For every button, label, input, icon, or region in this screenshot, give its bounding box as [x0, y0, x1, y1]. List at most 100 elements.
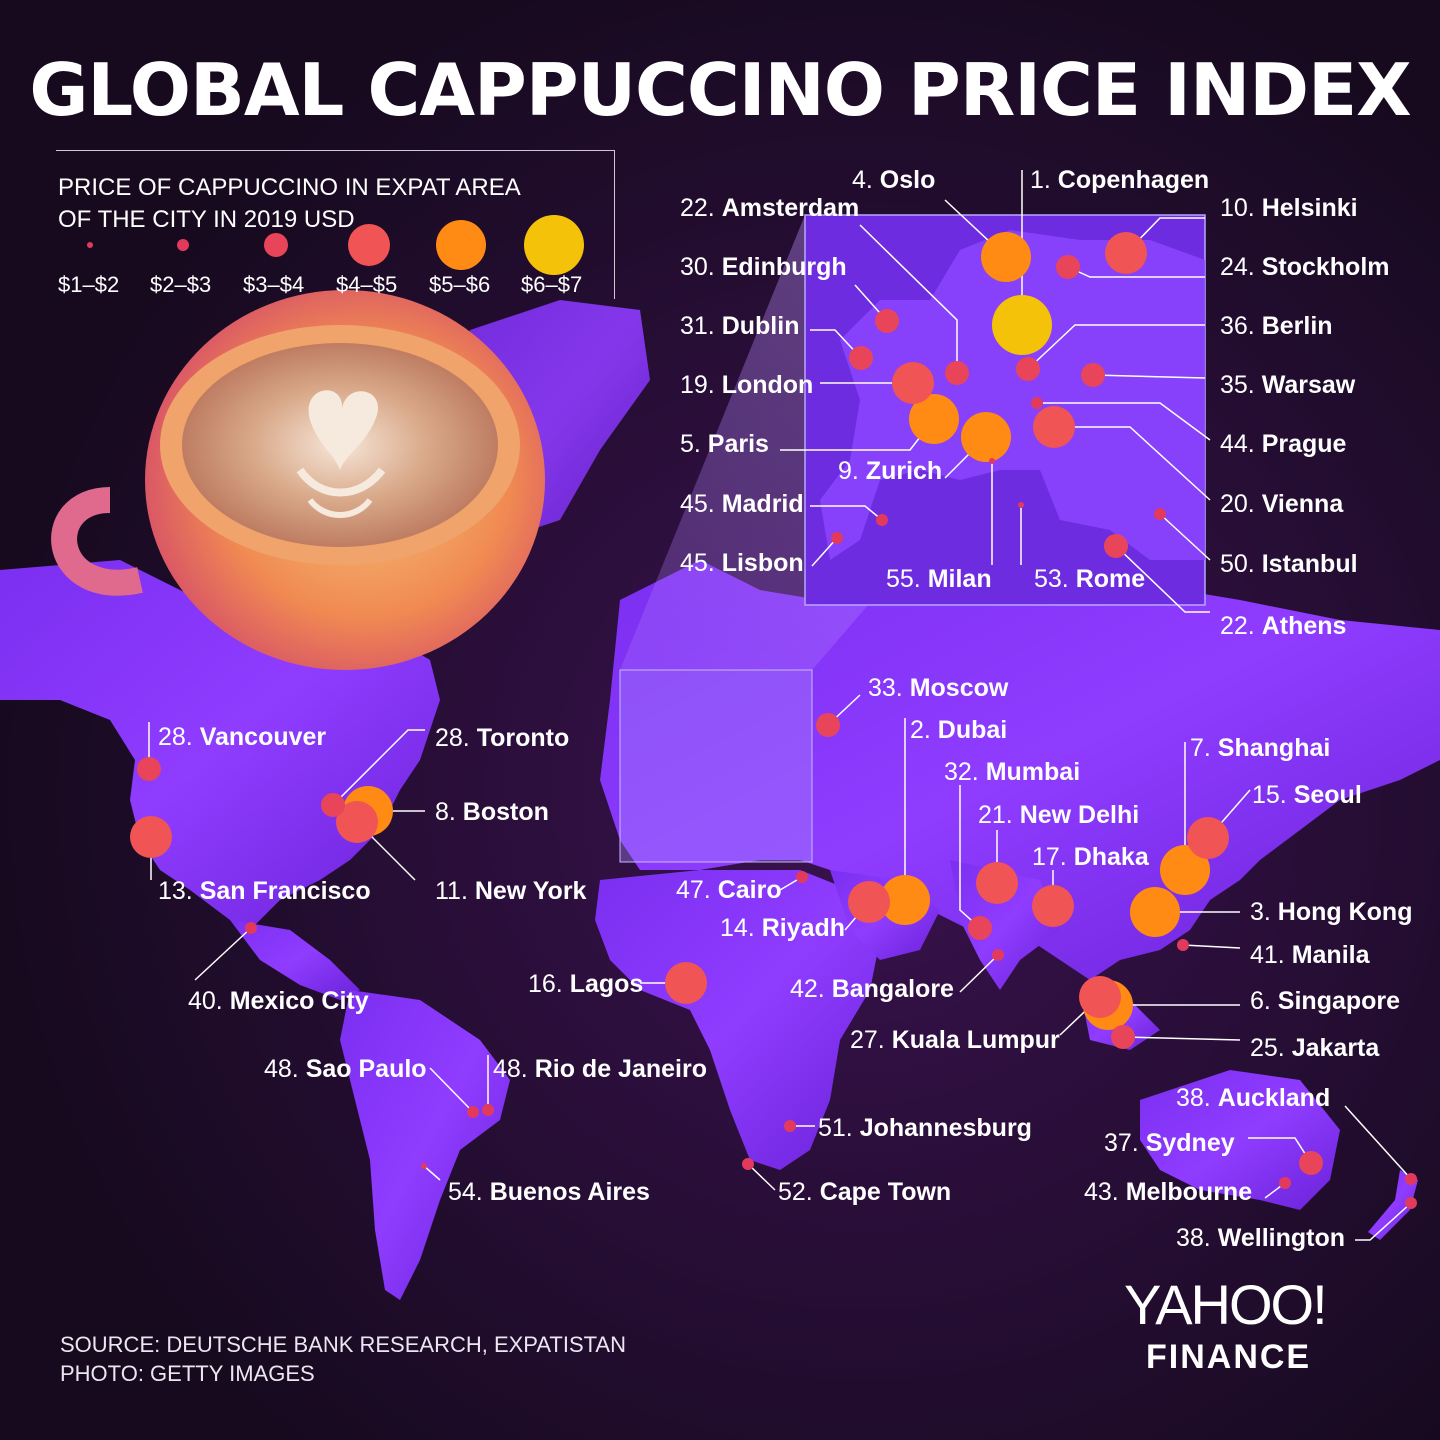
- city-label-stockholm: 24. Stockholm: [1220, 253, 1390, 281]
- city-name: Singapore: [1278, 987, 1400, 1015]
- city-label-hong-kong: 3. Hong Kong: [1250, 898, 1412, 926]
- city-name: Johannesburg: [860, 1114, 1032, 1142]
- city-label-dubai: 2. Dubai: [910, 716, 1007, 744]
- inset-land: [820, 230, 1205, 560]
- city-label-shanghai: 7. Shanghai: [1190, 734, 1330, 762]
- city-rank: 6.: [1250, 987, 1278, 1015]
- city-label-prague: 44. Prague: [1220, 430, 1347, 458]
- city-label-zurich: 9. Zurich: [838, 457, 942, 485]
- city-name: Madrid: [722, 490, 804, 518]
- photo-credit: PHOTO: GETTY IMAGES: [60, 1361, 315, 1386]
- city-name: Shanghai: [1218, 734, 1331, 762]
- city-rank: 55.: [886, 565, 928, 593]
- city-bubble-toronto: [321, 793, 345, 817]
- city-name: Mexico City: [230, 987, 369, 1015]
- city-bubble-san-francisco: [130, 816, 172, 858]
- leader-line-auckland: [1344, 1105, 1412, 1180]
- city-label-new-delhi: 21. New Delhi: [978, 801, 1139, 829]
- city-rank: 38.: [1176, 1084, 1218, 1112]
- city-label-dhaka: 17. Dhaka: [1032, 843, 1150, 871]
- city-name: Sydney: [1146, 1129, 1235, 1157]
- city-label-mumbai: 32. Mumbai: [944, 758, 1080, 786]
- city-bubble-rome: [1018, 502, 1024, 508]
- city-bubble-mexico-city: [245, 922, 257, 934]
- city-label-rome: 53. Rome: [1034, 565, 1145, 593]
- city-bubble-vienna: [1033, 406, 1075, 448]
- city-rank: 1.: [1030, 166, 1058, 194]
- city-bubble-kuala-lumpur: [1079, 976, 1121, 1018]
- city-label-edinburgh: 30. Edinburgh: [680, 253, 847, 281]
- city-rank: 7.: [1190, 734, 1218, 762]
- city-bubble-shanghai: [1160, 845, 1210, 895]
- city-label-toronto: 28. Toronto: [435, 724, 569, 752]
- city-bubble-wellington: [1405, 1197, 1417, 1209]
- city-bubble-bangalore: [992, 949, 1004, 961]
- city-label-amsterdam: 22. Amsterdam: [680, 194, 859, 222]
- city-bubble-buenos-aires: [421, 1163, 427, 1169]
- legend-dot-1: [87, 242, 93, 248]
- city-rank: 22.: [680, 194, 722, 222]
- city-name: Toronto: [477, 724, 570, 752]
- city-label-singapore: 6. Singapore: [1250, 987, 1400, 1015]
- city-label-cairo: 47. Cairo: [676, 876, 782, 904]
- legend-dot-2: [177, 239, 189, 251]
- city-bubble-lagos: [665, 962, 707, 1004]
- city-name: Hong Kong: [1278, 898, 1413, 926]
- city-label-warsaw: 35. Warsaw: [1220, 371, 1356, 399]
- page-title: GLOBAL CAPPUCCINO PRICE INDEX: [29, 48, 1411, 132]
- source-credit: SOURCE: DEUTSCHE BANK RESEARCH, EXPATIST…: [60, 1332, 626, 1357]
- city-rank: 53.: [1034, 565, 1076, 593]
- legend-label-6: $6–$7: [521, 272, 583, 297]
- leader-line-amsterdam: [859, 224, 958, 373]
- city-bubble-cape-town: [742, 1158, 754, 1170]
- city-bubble-johannesburg: [784, 1120, 796, 1132]
- city-rank: 3.: [1250, 898, 1278, 926]
- city-bubble-amsterdam: [945, 361, 969, 385]
- legend-frame: [56, 150, 615, 299]
- landmass-africa: [595, 870, 880, 1170]
- legend-dot-5: [436, 220, 486, 270]
- city-label-jakarta: 25. Jakarta: [1250, 1034, 1380, 1062]
- legend-label-1: $1–$2: [58, 272, 120, 297]
- city-name: Copenhagen: [1058, 166, 1209, 194]
- city-rank: 16.: [528, 970, 570, 998]
- city-bubble-rio-de-janeiro: [482, 1104, 494, 1116]
- leader-line-jakarta: [1122, 1036, 1241, 1041]
- europe-highlight-box: [619, 669, 813, 863]
- city-bubble-helsinki: [1105, 232, 1147, 274]
- city-rank: 20.: [1220, 490, 1262, 518]
- city-label-rio-de-janeiro: 48. Rio de Janeiro: [493, 1055, 707, 1083]
- city-rank: 54.: [448, 1178, 490, 1206]
- legend-title: PRICE OF CAPPUCCINO IN EXPAT AREA OF THE…: [58, 172, 521, 236]
- city-name: Milan: [928, 565, 992, 593]
- city-name: New Delhi: [1020, 801, 1139, 829]
- city-bubble-athens: [1104, 534, 1128, 558]
- city-rank: 21.: [978, 801, 1020, 829]
- city-rank: 5.: [680, 430, 708, 458]
- city-rank: 8.: [435, 798, 463, 826]
- city-rank: 45.: [680, 490, 722, 518]
- city-label-vancouver: 28. Vancouver: [158, 723, 326, 751]
- city-name: Vienna: [1262, 490, 1345, 518]
- city-rank: 37.: [1104, 1129, 1146, 1157]
- city-name: Stockholm: [1262, 253, 1390, 281]
- city-rank: 2.: [910, 716, 938, 744]
- legend-dot-6: [524, 215, 584, 275]
- city-rank: 42.: [790, 975, 832, 1003]
- city-bubble-lisbon: [831, 532, 843, 544]
- city-label-auckland: 38. Auckland: [1176, 1084, 1330, 1112]
- city-name: Paris: [708, 430, 769, 458]
- legend-dots: [87, 215, 584, 275]
- legend-dot-3: [264, 233, 288, 257]
- leader-line-vienna: [1054, 426, 1211, 501]
- city-bubble-copenhagen: [992, 295, 1052, 355]
- city-name: Wellington: [1218, 1224, 1345, 1252]
- city-name: Helsinki: [1262, 194, 1358, 222]
- leader-line-sao-paulo: [429, 1067, 474, 1113]
- leader-line-istanbul: [1159, 513, 1211, 561]
- city-bubble-milan: [989, 458, 995, 464]
- city-name: Mumbai: [986, 758, 1080, 786]
- city-rank: 27.: [850, 1026, 892, 1054]
- city-label-istanbul: 50. Istanbul: [1220, 550, 1358, 578]
- city-label-berlin: 36. Berlin: [1220, 312, 1333, 340]
